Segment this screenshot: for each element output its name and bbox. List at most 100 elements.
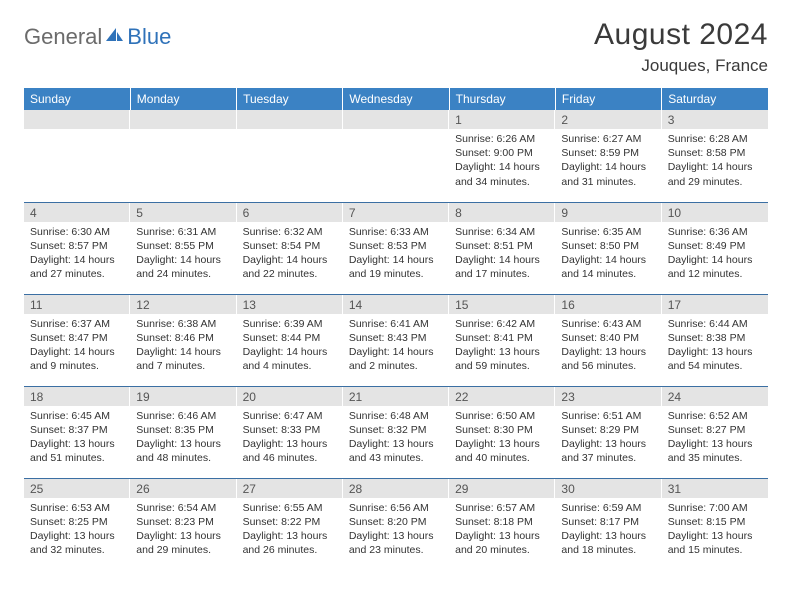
calendar-cell: 5Sunrise: 6:31 AMSunset: 8:55 PMDaylight… xyxy=(130,202,236,294)
sunrise-text: Sunrise: 6:54 AM xyxy=(136,501,230,515)
day-body: Sunrise: 6:33 AMSunset: 8:53 PMDaylight:… xyxy=(343,222,449,286)
daylight-text: Daylight: 14 hours and 9 minutes. xyxy=(30,345,124,373)
day-body: Sunrise: 6:31 AMSunset: 8:55 PMDaylight:… xyxy=(130,222,236,286)
logo: General Blue xyxy=(24,18,171,50)
day-body: Sunrise: 6:53 AMSunset: 8:25 PMDaylight:… xyxy=(24,498,130,562)
day-body: Sunrise: 6:57 AMSunset: 8:18 PMDaylight:… xyxy=(449,498,555,562)
day-body: Sunrise: 6:59 AMSunset: 8:17 PMDaylight:… xyxy=(555,498,661,562)
weekday-header: Wednesday xyxy=(343,88,449,110)
day-body: Sunrise: 6:54 AMSunset: 8:23 PMDaylight:… xyxy=(130,498,236,562)
calendar-cell xyxy=(24,110,130,202)
calendar-cell: 23Sunrise: 6:51 AMSunset: 8:29 PMDayligh… xyxy=(555,386,661,478)
calendar-cell: 17Sunrise: 6:44 AMSunset: 8:38 PMDayligh… xyxy=(662,294,768,386)
sunrise-text: Sunrise: 6:34 AM xyxy=(455,225,549,239)
calendar-cell: 8Sunrise: 6:34 AMSunset: 8:51 PMDaylight… xyxy=(449,202,555,294)
calendar-cell: 28Sunrise: 6:56 AMSunset: 8:20 PMDayligh… xyxy=(343,478,449,570)
day-number: 24 xyxy=(662,387,768,406)
calendar-cell: 10Sunrise: 6:36 AMSunset: 8:49 PMDayligh… xyxy=(662,202,768,294)
sunrise-text: Sunrise: 6:41 AM xyxy=(349,317,443,331)
day-number: 3 xyxy=(662,110,768,129)
calendar-cell: 29Sunrise: 6:57 AMSunset: 8:18 PMDayligh… xyxy=(449,478,555,570)
sunset-text: Sunset: 8:58 PM xyxy=(668,146,762,160)
daylight-text: Daylight: 14 hours and 34 minutes. xyxy=(455,160,549,188)
calendar-cell xyxy=(130,110,236,202)
sunrise-text: Sunrise: 6:45 AM xyxy=(30,409,124,423)
calendar-cell: 4Sunrise: 6:30 AMSunset: 8:57 PMDaylight… xyxy=(24,202,130,294)
sunrise-text: Sunrise: 6:27 AM xyxy=(561,132,655,146)
daylight-text: Daylight: 14 hours and 22 minutes. xyxy=(243,253,337,281)
day-number: 4 xyxy=(24,203,130,222)
daylight-text: Daylight: 14 hours and 17 minutes. xyxy=(455,253,549,281)
day-body: Sunrise: 6:26 AMSunset: 9:00 PMDaylight:… xyxy=(449,129,555,193)
sunrise-text: Sunrise: 6:53 AM xyxy=(30,501,124,515)
sunset-text: Sunset: 8:29 PM xyxy=(561,423,655,437)
daylight-text: Daylight: 14 hours and 27 minutes. xyxy=(30,253,124,281)
daylight-text: Daylight: 13 hours and 35 minutes. xyxy=(668,437,762,465)
day-number: 13 xyxy=(237,295,343,314)
sunrise-text: Sunrise: 6:33 AM xyxy=(349,225,443,239)
daylight-text: Daylight: 13 hours and 26 minutes. xyxy=(243,529,337,557)
day-body: Sunrise: 6:43 AMSunset: 8:40 PMDaylight:… xyxy=(555,314,661,378)
calendar-cell: 21Sunrise: 6:48 AMSunset: 8:32 PMDayligh… xyxy=(343,386,449,478)
day-number: 15 xyxy=(449,295,555,314)
weekday-header: Friday xyxy=(555,88,661,110)
day-body: Sunrise: 6:46 AMSunset: 8:35 PMDaylight:… xyxy=(130,406,236,470)
daylight-text: Daylight: 13 hours and 40 minutes. xyxy=(455,437,549,465)
title-block: August 2024 Jouques, France xyxy=(594,18,768,76)
sunrise-text: Sunrise: 6:59 AM xyxy=(561,501,655,515)
day-number: 16 xyxy=(555,295,661,314)
calendar-week-row: 1Sunrise: 6:26 AMSunset: 9:00 PMDaylight… xyxy=(24,110,768,202)
day-number: 14 xyxy=(343,295,449,314)
calendar-cell: 12Sunrise: 6:38 AMSunset: 8:46 PMDayligh… xyxy=(130,294,236,386)
sunset-text: Sunset: 8:40 PM xyxy=(561,331,655,345)
sunrise-text: Sunrise: 6:38 AM xyxy=(136,317,230,331)
calendar-cell: 7Sunrise: 6:33 AMSunset: 8:53 PMDaylight… xyxy=(343,202,449,294)
sunset-text: Sunset: 8:27 PM xyxy=(668,423,762,437)
calendar-cell: 3Sunrise: 6:28 AMSunset: 8:58 PMDaylight… xyxy=(662,110,768,202)
daylight-text: Daylight: 14 hours and 12 minutes. xyxy=(668,253,762,281)
calendar-cell: 19Sunrise: 6:46 AMSunset: 8:35 PMDayligh… xyxy=(130,386,236,478)
sunrise-text: Sunrise: 6:31 AM xyxy=(136,225,230,239)
day-body: Sunrise: 6:38 AMSunset: 8:46 PMDaylight:… xyxy=(130,314,236,378)
daylight-text: Daylight: 13 hours and 20 minutes. xyxy=(455,529,549,557)
sunrise-text: Sunrise: 6:47 AM xyxy=(243,409,337,423)
calendar-cell: 14Sunrise: 6:41 AMSunset: 8:43 PMDayligh… xyxy=(343,294,449,386)
daylight-text: Daylight: 14 hours and 14 minutes. xyxy=(561,253,655,281)
sunrise-text: Sunrise: 6:57 AM xyxy=(455,501,549,515)
day-number: 26 xyxy=(130,479,236,498)
weekday-header-row: Sunday Monday Tuesday Wednesday Thursday… xyxy=(24,88,768,110)
day-number: 25 xyxy=(24,479,130,498)
sunset-text: Sunset: 8:47 PM xyxy=(30,331,124,345)
daylight-text: Daylight: 14 hours and 7 minutes. xyxy=(136,345,230,373)
day-body: Sunrise: 6:30 AMSunset: 8:57 PMDaylight:… xyxy=(24,222,130,286)
daylight-text: Daylight: 13 hours and 18 minutes. xyxy=(561,529,655,557)
sunrise-text: Sunrise: 6:35 AM xyxy=(561,225,655,239)
calendar-cell: 2Sunrise: 6:27 AMSunset: 8:59 PMDaylight… xyxy=(555,110,661,202)
day-body: Sunrise: 6:42 AMSunset: 8:41 PMDaylight:… xyxy=(449,314,555,378)
daylight-text: Daylight: 14 hours and 24 minutes. xyxy=(136,253,230,281)
sunset-text: Sunset: 8:38 PM xyxy=(668,331,762,345)
daylight-text: Daylight: 13 hours and 23 minutes. xyxy=(349,529,443,557)
calendar-cell: 1Sunrise: 6:26 AMSunset: 9:00 PMDaylight… xyxy=(449,110,555,202)
header: General Blue August 2024 Jouques, France xyxy=(24,18,768,76)
calendar-cell: 6Sunrise: 6:32 AMSunset: 8:54 PMDaylight… xyxy=(237,202,343,294)
calendar-cell: 13Sunrise: 6:39 AMSunset: 8:44 PMDayligh… xyxy=(237,294,343,386)
day-number: 9 xyxy=(555,203,661,222)
weekday-header: Thursday xyxy=(449,88,555,110)
daylight-text: Daylight: 13 hours and 59 minutes. xyxy=(455,345,549,373)
day-number: 17 xyxy=(662,295,768,314)
sunset-text: Sunset: 8:25 PM xyxy=(30,515,124,529)
calendar-cell: 20Sunrise: 6:47 AMSunset: 8:33 PMDayligh… xyxy=(237,386,343,478)
daylight-text: Daylight: 13 hours and 15 minutes. xyxy=(668,529,762,557)
day-number: 29 xyxy=(449,479,555,498)
sunset-text: Sunset: 8:41 PM xyxy=(455,331,549,345)
calendar-cell: 26Sunrise: 6:54 AMSunset: 8:23 PMDayligh… xyxy=(130,478,236,570)
day-body: Sunrise: 6:41 AMSunset: 8:43 PMDaylight:… xyxy=(343,314,449,378)
calendar-cell: 27Sunrise: 6:55 AMSunset: 8:22 PMDayligh… xyxy=(237,478,343,570)
day-number xyxy=(343,110,449,129)
sunrise-text: Sunrise: 6:42 AM xyxy=(455,317,549,331)
daylight-text: Daylight: 13 hours and 54 minutes. xyxy=(668,345,762,373)
day-body: Sunrise: 6:28 AMSunset: 8:58 PMDaylight:… xyxy=(662,129,768,193)
day-number: 27 xyxy=(237,479,343,498)
location: Jouques, France xyxy=(594,56,768,76)
